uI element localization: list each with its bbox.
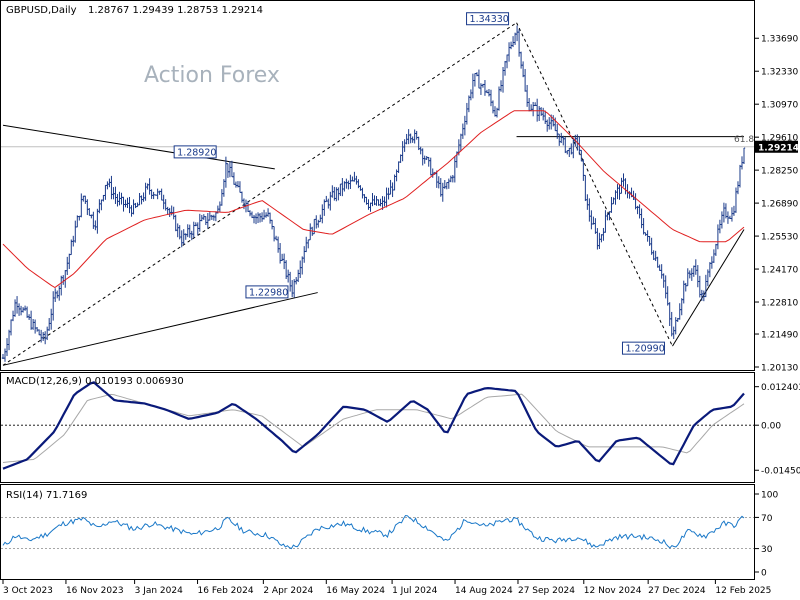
price-tick-label: 1.21490	[761, 331, 798, 341]
swing-label-box	[245, 285, 289, 299]
time-tick-label: 16 Feb 2024	[198, 586, 254, 596]
price-tick-label: 1.28250	[761, 167, 798, 177]
price-tick-label: 1.30970	[761, 101, 798, 111]
moving-average-layer	[2, 110, 745, 289]
swing-label: 1.34330	[470, 14, 509, 25]
rsi-tick-label: 100	[761, 491, 778, 501]
macd-tick-label: 0.012403	[761, 383, 800, 393]
rsi-tick-label: 0	[761, 569, 767, 579]
rsi-tick-label: 30	[761, 545, 773, 555]
price-panel	[0, 0, 755, 371]
trendline	[672, 229, 745, 347]
price-tick-label: 1.33690	[761, 35, 798, 45]
watermark: Action Forex	[144, 63, 280, 88]
label-layer: 1.33690 1.32330 1.30970 1.29610 1.28250 1.268…	[2, 12, 800, 596]
fib-label: 61.8	[734, 135, 754, 145]
price-tick-label: 1.22810	[761, 299, 798, 309]
current-price-badge	[755, 140, 798, 153]
rsi-tick-label: 70	[761, 514, 773, 524]
rsi-label: RSI(14) 71.7169	[6, 490, 87, 501]
time-tick-label: 1 Jul 2024	[392, 586, 437, 596]
price-tick-label: 1.25530	[761, 233, 798, 243]
swing-label: 1.22980	[249, 287, 288, 298]
swing-label-box	[173, 145, 217, 159]
price-tick-label: 1.24170	[761, 266, 798, 276]
price-tick-label: 1.29610	[761, 134, 798, 144]
time-tick-label: 14 Aug 2024	[455, 586, 513, 596]
time-tick-label: 3 Jan 2024	[135, 586, 183, 596]
time-tick-label: 12 Nov 2024	[584, 586, 642, 596]
swing-label-box	[621, 341, 665, 355]
macd-line	[2, 381, 745, 470]
price-tick-label: 1.26890	[761, 200, 798, 210]
chart-header-ohlc: 1.28767 1.29439 1.28753 1.29214	[88, 5, 263, 16]
chart-header-symbol: GBPUSD,Daily	[6, 5, 77, 16]
background-layer	[1, 146, 754, 549]
moving-average-line	[2, 110, 745, 289]
price-bar	[742, 147, 746, 165]
swing-label: 1.20990	[625, 344, 664, 355]
macd-label: MACD(12,26,9) 0.010193 0.006930	[6, 376, 184, 387]
time-tick-label: 3 Oct 2023	[3, 586, 53, 596]
macd-tick-label: 0.00	[761, 422, 781, 432]
price-tick-label: 1.20130	[761, 364, 798, 374]
time-tick-label: 16 Nov 2023	[66, 586, 124, 596]
macd-tick-label: -0.014502	[761, 467, 800, 477]
time-tick-label: 12 Feb 2025	[715, 586, 771, 596]
trendline	[2, 292, 318, 366]
trendline-layer	[2, 22, 745, 366]
current-price-label: 1.29214	[758, 143, 799, 153]
time-tick-label: 2 Apr 2024	[263, 586, 313, 596]
macd-signal-line	[2, 393, 745, 463]
price-tick-label: 1.32330	[761, 68, 798, 78]
rsi-line	[2, 514, 745, 550]
time-tick-label: 27 Sep 2024	[518, 586, 575, 596]
swing-label-box	[466, 12, 510, 26]
dashed-trendline	[2, 22, 517, 366]
macd-panel	[0, 372, 755, 483]
time-tick-label: 16 May 2024	[326, 586, 385, 596]
indicator-layer	[2, 381, 745, 550]
time-tick-label: 27 Dec 2024	[648, 586, 706, 596]
price-bars	[1, 25, 746, 362]
swing-label: 1.28920	[177, 147, 216, 158]
